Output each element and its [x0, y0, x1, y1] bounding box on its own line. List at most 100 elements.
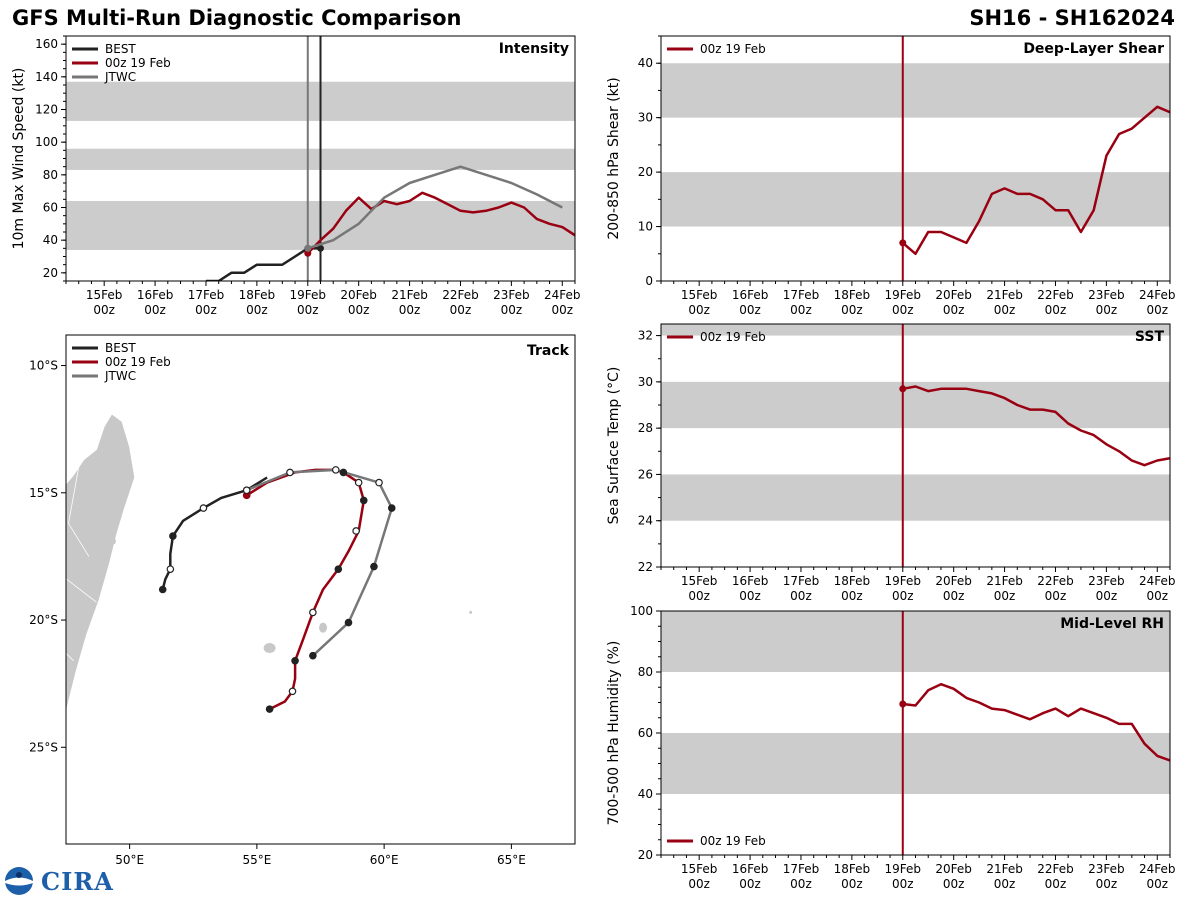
- shear-inner: [661, 36, 1170, 281]
- sst-plot-area: [661, 324, 1170, 567]
- track-legend-label: JTWC: [104, 369, 136, 383]
- track-series-best: [161, 476, 268, 590]
- shear-xtick-label: 00z: [892, 303, 914, 317]
- track-position-filled: [309, 651, 317, 660]
- intensity-inner: [66, 36, 575, 281]
- noaa-logo-icon: [5, 867, 33, 895]
- shear-xtick-label: 00z: [1045, 303, 1067, 317]
- shear-series-00z-19-feb: [901, 105, 1170, 256]
- intensity-xtick-label: 00z: [93, 303, 115, 317]
- track-ytick-label: 25°S: [29, 740, 58, 754]
- intensity-panel: 2040608010012014016015Feb00z16Feb00z17Fe…: [11, 35, 581, 317]
- sst-ytick-label: 26: [638, 467, 653, 481]
- track-ytick-label: 20°S: [29, 613, 58, 627]
- track-position-hollow: [375, 478, 383, 487]
- track-position-filled: [339, 468, 348, 477]
- shear-xtick-label: 16Feb: [732, 288, 769, 302]
- shear-xtick-label: 15Feb: [681, 288, 718, 302]
- intensity-xtick-label: 00z: [501, 303, 523, 317]
- track-inner: [66, 413, 473, 715]
- shear-xtick-label: 00z: [994, 303, 1016, 317]
- sst-ytick-label: 30: [638, 375, 653, 389]
- track-xtick-label: 50°E: [115, 853, 144, 867]
- rh-ylabel: 700-500 hPa Humidity (%): [606, 641, 622, 826]
- track-frame: [65, 334, 576, 845]
- shear-xtick-label: 00z: [688, 303, 710, 317]
- rh-ytick-label: 40: [638, 787, 653, 801]
- sst-xtick-label: 21Feb: [986, 574, 1023, 588]
- rh-xtick-label: 23Feb: [1088, 862, 1125, 876]
- track-position-hollow: [242, 486, 251, 495]
- track-xtick-label: 65°E: [497, 853, 526, 867]
- intensity-legend-label: JTWC: [104, 70, 136, 84]
- track-legend-label: BEST: [105, 341, 136, 355]
- shear-legend-label: 00z 19 Feb: [700, 42, 766, 56]
- intensity-xtick-label: 21Feb: [391, 288, 428, 302]
- shear-xtick-label: 00z: [943, 303, 965, 317]
- intensity-xtick-label: 17Feb: [188, 288, 225, 302]
- mauritius-island: [319, 622, 328, 633]
- sst-xtick-label: 20Feb: [935, 574, 972, 588]
- track-position-hollow: [166, 565, 175, 573]
- track-xtick-label: 60°E: [370, 853, 399, 867]
- storm-id: SH16 - SH162024: [969, 6, 1175, 30]
- rh-ytick-label: 60: [638, 726, 653, 740]
- intensity-series-jtwc: [307, 165, 563, 250]
- shear-panel: 01020304015Feb00z16Feb00z17Feb00z18Feb00…: [606, 35, 1176, 317]
- sst-xtick-label: 00z: [994, 589, 1016, 603]
- sst-xtick-label: 00z: [943, 589, 965, 603]
- intensity-ylabel: 10m Max Wind Speed (kt): [11, 68, 27, 250]
- sst-xtick-label: 00z: [739, 589, 761, 603]
- sst-ytick-label: 22: [638, 560, 653, 574]
- sst-panel: 22242628303215Feb00z16Feb00z17Feb00z18Fe…: [606, 323, 1176, 603]
- rh-ytick-label: 100: [630, 604, 653, 618]
- rh-panel: 2040608010015Feb00z16Feb00z17Feb00z18Feb…: [606, 604, 1176, 891]
- track-position-hollow: [331, 466, 340, 474]
- intensity-series-best: [206, 247, 321, 281]
- rh-xtick-label: 20Feb: [935, 862, 972, 876]
- shear-band: [661, 63, 1170, 118]
- intensity-xtick-label: 00z: [348, 303, 370, 317]
- sst-xtick-label: 00z: [688, 589, 710, 603]
- shear-xtick-label: 00z: [1146, 303, 1168, 317]
- sst-xtick-label: 18Feb: [834, 574, 871, 588]
- shear-xtick-label: 17Feb: [783, 288, 820, 302]
- track-position-filled: [265, 705, 274, 713]
- intensity-xtick-label: 00z: [195, 303, 217, 317]
- track-position-hollow: [309, 608, 317, 617]
- sst-band: [661, 474, 1170, 521]
- intensity-ytick-label: 20: [43, 266, 58, 280]
- sst-ylabel: Sea Surface Temp (°C): [606, 367, 622, 525]
- track-position-filled: [387, 504, 396, 512]
- intensity-ytick-label: 140: [35, 70, 58, 84]
- rh-xtick-label: 16Feb: [732, 862, 769, 876]
- track-ytick-label: 10°S: [29, 359, 58, 373]
- shear-xtick-label: 00z: [841, 303, 863, 317]
- intensity-ytick-label: 160: [35, 37, 58, 51]
- sst-ytick-label: 28: [638, 421, 653, 435]
- track-title: Track: [527, 343, 570, 359]
- sst-xtick-label: 00z: [1045, 589, 1067, 603]
- shear-ytick-label: 10: [638, 220, 653, 234]
- intensity-marker: [304, 244, 312, 252]
- rh-xtick-label: 00z: [994, 877, 1016, 891]
- track-position-hollow: [288, 687, 297, 696]
- intensity-ytick-label: 60: [43, 201, 58, 215]
- track-xtick-label: 55°E: [242, 853, 271, 867]
- province-boundary: [68, 467, 90, 557]
- intensity-ytick-label: 80: [43, 168, 58, 182]
- rodrigues-island: [469, 610, 473, 614]
- rh-ytick-label: 20: [638, 848, 653, 862]
- intensity-xtick-label: 15Feb: [86, 288, 123, 302]
- shear-xtick-label: 24Feb: [1139, 288, 1176, 302]
- rh-title: Mid-Level RH: [1060, 616, 1164, 632]
- intensity-xtick-label: 18Feb: [239, 288, 276, 302]
- track-position-filled: [169, 532, 177, 540]
- shear-ytick-label: 0: [645, 274, 653, 288]
- intensity-ytick-label: 40: [43, 233, 58, 247]
- intensity-xtick-label: 23Feb: [493, 288, 530, 302]
- sst-xtick-label: 00z: [841, 589, 863, 603]
- rh-xtick-label: 00z: [943, 877, 965, 891]
- province-boundary: [66, 578, 97, 603]
